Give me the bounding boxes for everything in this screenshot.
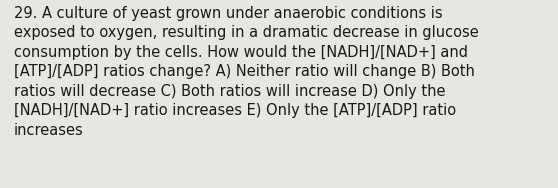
- Text: 29. A culture of yeast grown under anaerobic conditions is
exposed to oxygen, re: 29. A culture of yeast grown under anaer…: [14, 6, 479, 138]
